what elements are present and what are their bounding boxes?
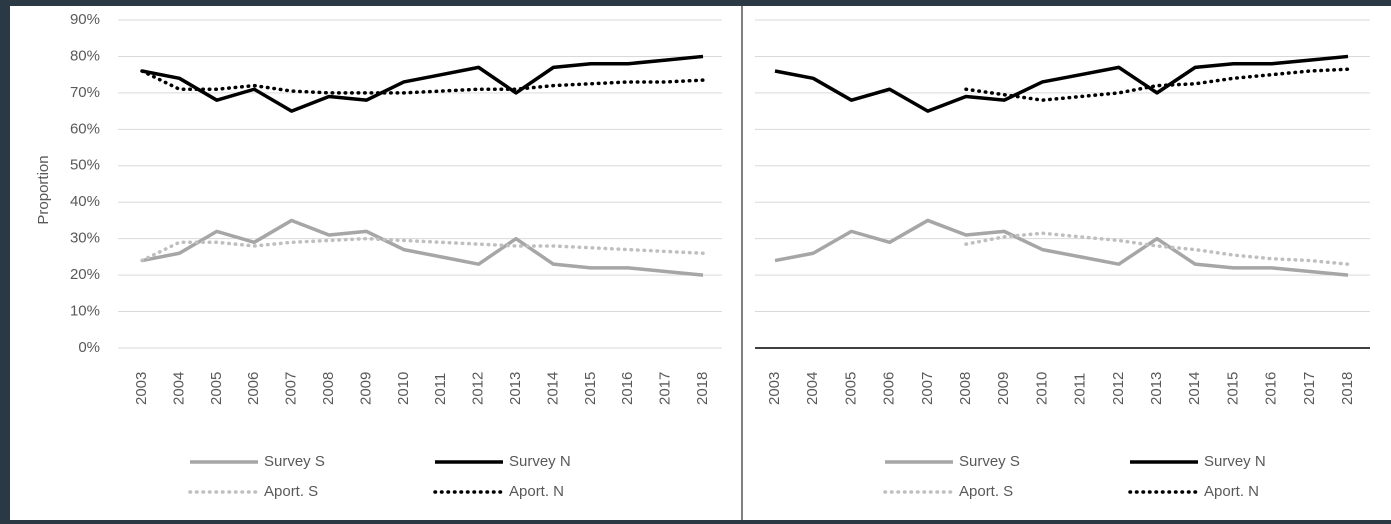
x-tick-label: 2016 bbox=[619, 372, 636, 405]
series-line bbox=[140, 236, 705, 263]
x-tick-label: 2009 bbox=[995, 372, 1012, 405]
y-tick-label: 70% bbox=[70, 84, 100, 101]
x-tick-label: 2004 bbox=[804, 372, 821, 405]
series-line bbox=[774, 218, 1349, 277]
series-line bbox=[140, 69, 705, 95]
x-tick-label: 2012 bbox=[470, 372, 487, 405]
series-line bbox=[964, 67, 1350, 102]
y-tick-label: 60% bbox=[70, 120, 100, 137]
x-tick-label: 2004 bbox=[170, 372, 187, 405]
legend-label: Aport. N bbox=[509, 483, 564, 500]
legend-label: Aport. N bbox=[1204, 483, 1259, 500]
legend-label: Survey S bbox=[264, 453, 325, 470]
x-tick-label: 2007 bbox=[919, 372, 936, 405]
x-tick-label: 2015 bbox=[582, 372, 599, 405]
y-axis-title: Proportion bbox=[35, 155, 52, 224]
x-tick-label: 2006 bbox=[881, 372, 898, 405]
x-tick-label: 2005 bbox=[208, 372, 225, 405]
legend-label: Survey S bbox=[959, 453, 1020, 470]
y-tick-label: 50% bbox=[70, 157, 100, 174]
y-tick-label: 30% bbox=[70, 230, 100, 247]
y-tick-label: 0% bbox=[78, 339, 100, 356]
x-tick-label: 2010 bbox=[1033, 372, 1050, 405]
x-tick-label: 2009 bbox=[357, 372, 374, 405]
y-tick-label: 80% bbox=[70, 47, 100, 64]
series-line bbox=[964, 231, 1350, 266]
series-line bbox=[774, 54, 1349, 113]
y-tick-label: 10% bbox=[70, 303, 100, 320]
legend-label: Aport. S bbox=[264, 483, 318, 500]
series-line bbox=[141, 218, 704, 277]
y-tick-label: 40% bbox=[70, 193, 100, 210]
x-tick-label: 2008 bbox=[957, 372, 974, 405]
x-tick-label: 2010 bbox=[395, 372, 412, 405]
legend-label: Aport. S bbox=[959, 483, 1013, 500]
x-tick-label: 2014 bbox=[544, 372, 561, 405]
y-tick-label: 90% bbox=[70, 11, 100, 28]
x-tick-label: 2014 bbox=[1186, 372, 1203, 405]
x-tick-label: 2011 bbox=[1072, 373, 1089, 405]
x-tick-label: 2015 bbox=[1224, 372, 1241, 405]
x-tick-label: 2018 bbox=[694, 372, 711, 405]
x-tick-label: 2016 bbox=[1263, 372, 1280, 405]
x-tick-label: 2006 bbox=[245, 372, 262, 405]
x-tick-label: 2017 bbox=[657, 372, 674, 405]
legend-label: Survey N bbox=[1204, 453, 1266, 470]
x-tick-label: 2007 bbox=[283, 372, 300, 405]
x-tick-label: 2018 bbox=[1339, 372, 1356, 405]
y-tick-label: 20% bbox=[70, 266, 100, 283]
x-tick-label: 2003 bbox=[133, 372, 150, 405]
legend-label: Survey N bbox=[509, 453, 571, 470]
series-line bbox=[141, 54, 704, 113]
x-tick-label: 2005 bbox=[842, 372, 859, 405]
x-tick-label: 2017 bbox=[1301, 372, 1318, 405]
x-tick-label: 2013 bbox=[1148, 372, 1165, 405]
x-tick-label: 2003 bbox=[766, 372, 783, 405]
x-tick-label: 2012 bbox=[1110, 372, 1127, 405]
x-tick-label: 2013 bbox=[507, 372, 524, 405]
x-tick-label: 2008 bbox=[320, 372, 337, 405]
x-tick-label: 2011 bbox=[432, 373, 449, 405]
